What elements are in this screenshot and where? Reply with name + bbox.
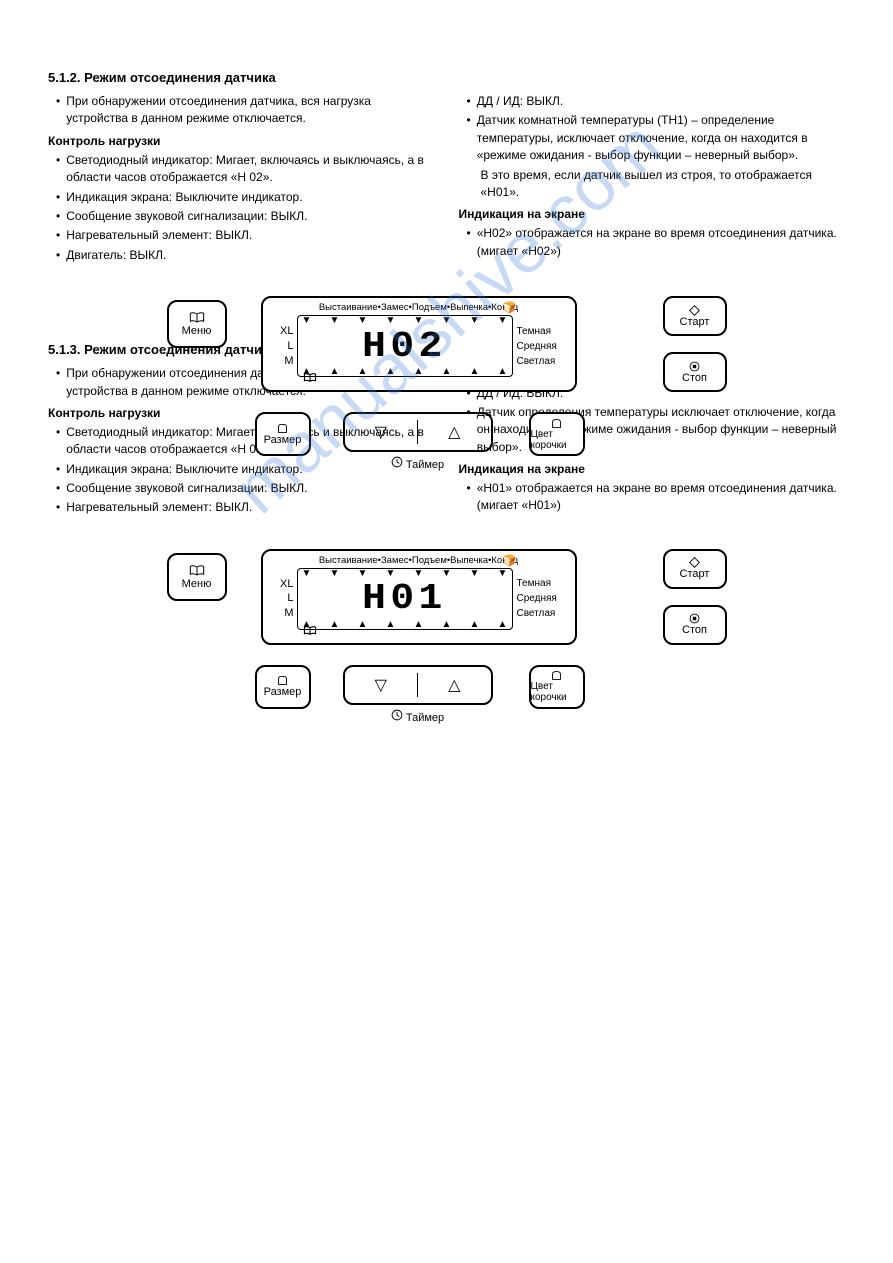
item-512-rs0: «H02» отображается на экране во время от… [467,225,846,260]
section-heading-512: 5.1.2. Режим отсоединения датчика [48,70,845,85]
lcd-display: Выстаивание•Замес•Подъем•Выпечка•Конец 🍞… [261,549,577,645]
item-512-l0: Светодиодный индикатор: Мигает, включаяс… [56,152,435,187]
book-small-icon [303,372,317,386]
start-button[interactable]: Старт [663,549,727,589]
start-label: Старт [680,316,710,328]
timer-up-button[interactable]: △ [418,414,491,450]
triangle-row-bottom: ▲▲▲▲▲▲▲▲ [302,619,508,630]
diamond-icon [688,557,701,568]
stop-label: Стоп [682,624,707,636]
menu-button[interactable]: Меню [167,300,227,348]
size-label: Размер [264,686,302,698]
book-icon [189,564,205,578]
lcd-size-labels: XL L M [269,315,297,377]
clock-icon [391,456,403,468]
slice-icon [550,670,563,681]
item-513-r2: Датчик определения температуры исключает… [467,404,846,456]
size-button[interactable]: Размер [255,665,311,709]
item-512-l1: Индикация экрана: Выключите индикатор. [56,189,435,206]
bread-icon: 🍞 [503,554,517,567]
lcd-stages: Выстаивание•Замес•Подъем•Выпечка•Конец [269,555,569,566]
stop-circle-icon [688,613,701,624]
item-512-l4: Двигатель: ВЫКЛ. [56,247,435,264]
lcd-stages: Выстаивание•Замес•Подъем•Выпечка•Конец [269,302,569,313]
book-icon [189,311,205,325]
lcd-size-labels: XL L M [269,568,297,630]
slice-icon [550,418,563,429]
lcd-screen: ▼▼▼▼▼▼▼▼ H02 ▲▲▲▲▲▲▲▲ [297,315,513,377]
crust-button[interactable]: Цвет корочки [529,665,585,709]
loaf-icon [276,423,289,434]
timer-up-button[interactable]: △ [418,667,491,703]
item-513-l3: Нагревательный элемент: ВЫКЛ. [56,499,435,516]
start-label: Старт [680,568,710,580]
diamond-icon [688,305,701,316]
error-code: H01 [362,578,446,619]
lcd-crust-labels: Темная Средняя Светлая [513,315,569,377]
item-513-rs0: «H01» отображается на экране во время от… [467,480,846,515]
stop-circle-icon [688,361,701,372]
section-512-columns: При обнаружении отсоединения датчика, вс… [48,91,845,266]
triangle-row-top: ▼▼▼▼▼▼▼▼ [302,568,508,579]
start-button[interactable]: Старт [663,296,727,336]
triangle-row-top: ▼▼▼▼▼▼▼▼ [302,315,508,326]
col-right-512: ДД / ИД: ВЫКЛ. Датчик комнатной температ… [459,91,846,266]
item-512-l2: Сообщение звуковой сигнализации: ВЫКЛ. [56,208,435,225]
lcd-display: Выстаивание•Замес•Подъем•Выпечка•Конец 🍞… [261,296,577,392]
timer-label: Таймер [343,456,493,471]
stop-button[interactable]: Стоп [663,352,727,392]
error-code: H02 [362,326,446,367]
timer-buttons[interactable]: ▽ △ [343,412,493,452]
stop-button[interactable]: Стоп [663,605,727,645]
item-512-l3: Нагревательный элемент: ВЫКЛ. [56,227,435,244]
lcd-crust-labels: Темная Средняя Светлая [513,568,569,630]
loaf-icon [276,675,289,686]
size-label: Размер [264,434,302,446]
lcd-screen: ▼▼▼▼▼▼▼▼ H01 ▲▲▲▲▲▲▲▲ [297,568,513,630]
timer-label: Таймер [343,709,493,724]
col-left-512: При обнаружении отсоединения датчика, вс… [48,91,435,266]
intro-512: При обнаружении отсоединения датчика, вс… [56,93,435,128]
stop-label: Стоп [682,372,707,384]
book-small-icon [303,625,317,639]
crust-label: Цвет корочки [531,429,583,451]
crust-button[interactable]: Цвет корочки [529,412,585,456]
timer-down-button[interactable]: ▽ [345,414,418,450]
crust-label: Цвет корочки [531,681,583,703]
triangle-row-bottom: ▲▲▲▲▲▲▲▲ [302,366,508,377]
timer-buttons[interactable]: ▽ △ [343,665,493,705]
menu-button[interactable]: Меню [167,553,227,601]
subheading-load-512: Контроль нагрузки [48,134,435,148]
clock-icon [391,709,403,721]
item-512-r1: Датчик комнатной температуры (TH1) – опр… [467,112,846,164]
subheading-screen-512: Индикация на экране [459,207,846,221]
item-513-l2: Сообщение звуковой сигнализации: ВЫКЛ. [56,480,435,497]
bread-icon: 🍞 [503,301,517,314]
timer-down-button[interactable]: ▽ [345,667,418,703]
menu-label: Меню [182,325,212,337]
item-512-r2: В это время, если датчик вышел из строя,… [481,167,846,202]
menu-label: Меню [182,578,212,590]
subheading-screen-513: Индикация на экране [459,462,846,476]
item-512-r0: ДД / ИД: ВЫКЛ. [467,93,846,110]
size-button[interactable]: Размер [255,412,311,456]
